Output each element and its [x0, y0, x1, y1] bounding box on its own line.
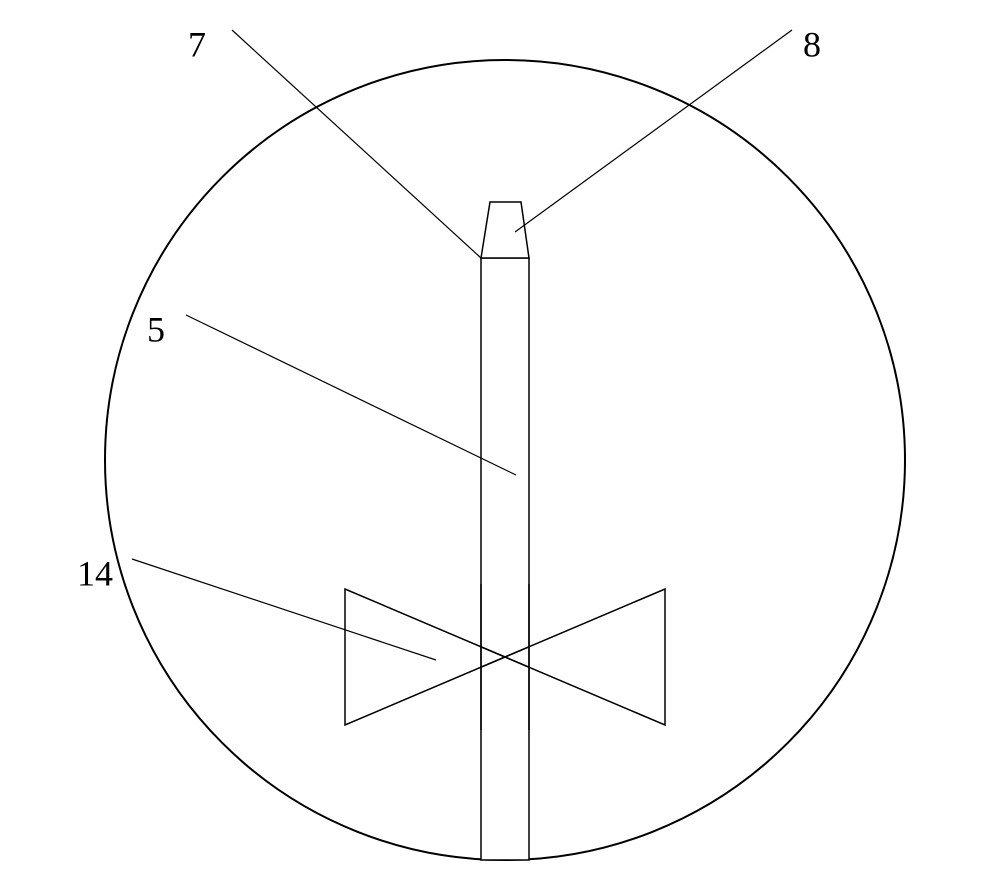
reference-label-8: 8 [803, 25, 821, 65]
shaft [481, 258, 529, 860]
reference-label-14: 14 [77, 554, 113, 594]
reference-label-7: 7 [188, 25, 206, 65]
shaft-head-trapezoid [481, 202, 529, 258]
reference-label-5: 5 [147, 310, 165, 350]
